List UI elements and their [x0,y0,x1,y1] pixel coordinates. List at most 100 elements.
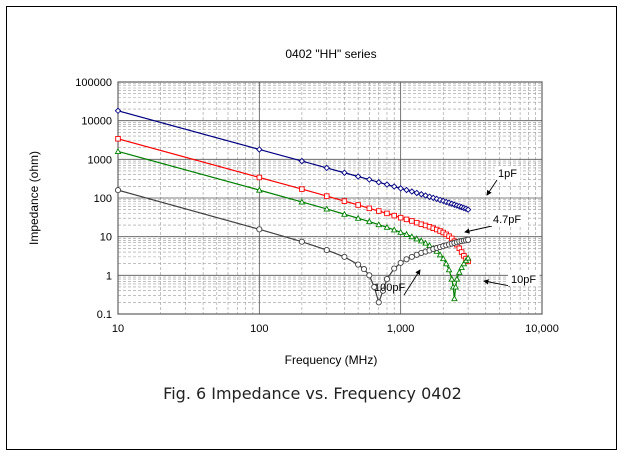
data-point [376,208,382,214]
data-point [414,219,420,226]
data-point [383,276,391,283]
annotation-box [508,272,540,286]
data-point [114,107,122,115]
data-point [403,186,410,194]
data-point [383,223,391,230]
data-point [452,283,460,290]
data-point [397,214,404,221]
y-tick-label: 1000 [88,154,112,166]
data-point [114,147,122,154]
data-point [422,239,429,246]
x-tick-label: 100 [250,323,268,335]
data-point [417,237,425,244]
annotation-label: 4.7pF [493,214,521,226]
data-point [408,188,416,195]
grid-lines [117,81,543,315]
annotation-10pf: 10pF [483,272,540,287]
x-tick-label: 1,000 [387,323,415,335]
data-point [299,186,305,192]
y-tick-label: 10000 [81,116,112,128]
data-point [256,174,263,181]
data-point [397,259,404,266]
data-point [355,202,361,208]
data-point [365,218,373,225]
annotation-100pf: 100pF [374,269,421,296]
annotation-1pf: 1pF [486,166,521,196]
annotations-layer: 1pF 4.7pF 10pF 100pF [374,166,540,296]
data-point [360,266,368,273]
y-axis-label: Impedance (ohm) [27,151,41,245]
data-point [413,235,421,242]
data-point [391,212,397,219]
data-point [445,266,453,273]
data-point [371,283,378,291]
data-point [439,255,447,262]
data-point [464,206,472,213]
data-point [354,214,362,221]
y-tick-label: 0.1 [97,309,112,321]
data-point [366,176,373,183]
data-point [366,272,373,279]
series-100pf [114,187,472,306]
y-tick-label: 100 [94,193,112,205]
data-point [408,233,416,240]
annotation-47pf: 4.7pF [464,212,528,234]
data-point [403,230,410,237]
data-point [383,181,391,188]
y-tick-label: 10 [100,232,112,244]
data-point [341,198,348,204]
data-point [408,253,415,260]
data-point [403,216,410,223]
annotation-label: 10pF [511,274,536,286]
data-point [460,260,468,267]
data-point [298,157,306,165]
annotation-arrow [403,269,421,296]
data-point [298,198,306,205]
data-point [255,186,263,193]
data-point [430,194,437,202]
data-point [418,191,425,198]
data-point [298,238,305,245]
x-tick-label: 10,000 [525,323,559,335]
data-point [397,228,405,235]
y-tick-label: 100000 [75,77,112,89]
series-10pf [114,147,472,302]
data-point [384,210,390,217]
data-point [409,218,415,224]
data-point [413,189,421,197]
data-point [323,205,331,212]
data-point [341,210,348,217]
data-point [341,169,348,176]
series-1pf [114,107,472,213]
data-point [115,136,121,142]
data-point [448,275,456,282]
data-point [375,299,382,306]
data-point [464,254,472,261]
data-point [341,253,348,260]
data-point [256,226,263,233]
data-point [391,265,398,272]
data-point [256,146,263,153]
annotation-label: 100pF [374,282,405,294]
data-point [379,287,387,294]
annotation-arrow [483,279,511,287]
data-point [323,247,330,254]
data-point [354,173,362,180]
x-axis-label: Frequency (MHz) [285,353,378,367]
data-point [324,193,330,199]
series-layer [114,107,472,306]
data-point [451,295,458,302]
data-point [366,205,373,212]
data-point [436,251,444,258]
annotation-arrow [486,179,498,196]
data-point [442,260,450,267]
data-point [403,256,410,263]
data-point [422,192,429,199]
data-point [458,263,465,270]
data-point [397,185,404,192]
data-point [390,226,398,233]
data-point [355,261,362,268]
data-point [455,268,463,275]
data-point [323,164,331,172]
annotation-box [490,212,528,226]
